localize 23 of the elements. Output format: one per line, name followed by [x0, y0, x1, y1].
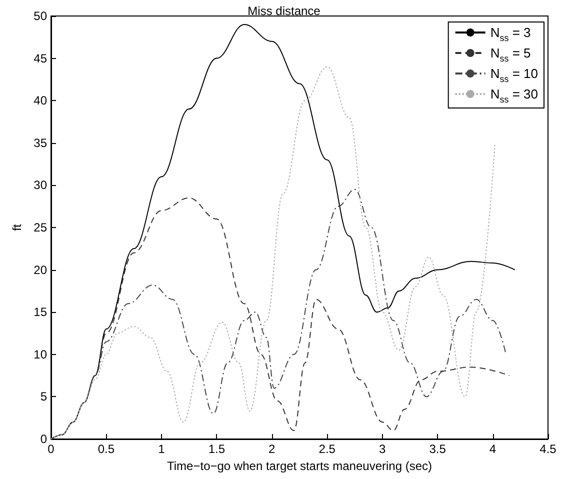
x-tick-label: 1.5 [208, 442, 226, 456]
y-tick-label: 15 [34, 305, 48, 320]
x-tick-label: 3 [378, 442, 386, 456]
x-tick-label: 0.5 [98, 442, 115, 456]
y-tick-label: 20 [34, 262, 48, 277]
y-tick-label: 30 [34, 178, 48, 192]
y-tick-label: 5 [40, 390, 48, 404]
x-tick-label: 3.5 [429, 442, 446, 456]
y-tick-label: 10 [34, 347, 48, 362]
y-tick-label: 45 [34, 51, 48, 66]
y-axis-title: ft [10, 224, 24, 231]
chart-title: Miss distance [248, 4, 321, 18]
x-tick-label: 2.5 [318, 442, 336, 456]
y-tick-label: 35 [34, 136, 48, 150]
x-tick-label: 4.5 [540, 442, 557, 456]
x-tick-label: 2 [268, 442, 276, 456]
x-axis-title: Time−to−go when target starts maneuvering (sec) [166, 458, 432, 473]
y-tick-label: 40 [34, 94, 48, 108]
y-tick-label: 0 [40, 432, 48, 446]
y-tick-label: 25 [34, 220, 48, 234]
x-tick-label: 4 [489, 442, 496, 456]
y-tick-label: 50 [34, 9, 48, 23]
x-tick-label: 1 [158, 442, 166, 456]
